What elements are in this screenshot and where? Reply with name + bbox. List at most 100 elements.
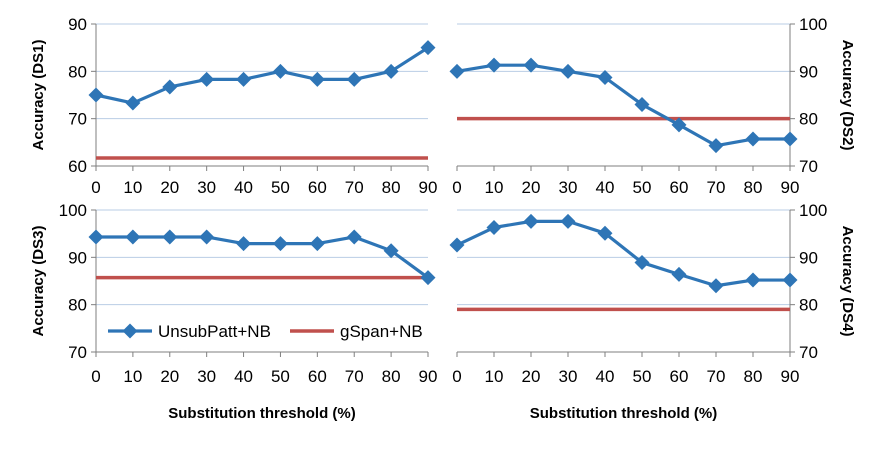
x-axis-title: Substitution threshold (%) — [530, 405, 717, 422]
x-tick-label: 70 — [707, 178, 726, 197]
data-point — [634, 255, 650, 271]
data-point — [199, 229, 215, 245]
x-tick-label: 20 — [522, 178, 541, 197]
data-point — [383, 63, 399, 79]
y-tick-label: 90 — [799, 248, 818, 267]
y-axis-title: Accuracy (DS2) — [839, 40, 856, 151]
data-point — [88, 229, 104, 245]
data-point — [597, 225, 613, 241]
x-tick-label: 50 — [271, 178, 290, 197]
data-point — [236, 236, 252, 252]
data-point — [162, 229, 178, 245]
x-tick-label: 30 — [197, 367, 216, 386]
y-tick-label: 90 — [68, 15, 87, 34]
x-tick-label: 80 — [744, 367, 763, 386]
x-tick-label: 0 — [452, 178, 461, 197]
x-tick-label: 80 — [382, 178, 401, 197]
x-tick-label: 90 — [419, 367, 438, 386]
y-axis-title: Accuracy (DS3) — [30, 226, 47, 337]
panel-top-right: 70 80 90 100 0 10 20 30 40 50 60 70 80 90 Accuracy (DS… — [449, 15, 856, 197]
y-tick-label: 90 — [799, 62, 818, 81]
data-point — [708, 278, 724, 294]
data-point — [383, 243, 399, 259]
x-tick-label: 50 — [633, 178, 652, 197]
data-point — [346, 229, 362, 245]
x-tick-label: 80 — [744, 178, 763, 197]
x-tick-label: 60 — [670, 178, 689, 197]
legend-label: gSpan+NB — [340, 322, 423, 341]
data-point — [671, 266, 687, 282]
x-tick-label: 40 — [596, 367, 615, 386]
x-tick-label: 60 — [308, 178, 327, 197]
x-tick-label: 60 — [308, 367, 327, 386]
x-tick-label: 20 — [522, 367, 541, 386]
legend-marker — [122, 323, 138, 339]
data-point — [597, 69, 613, 85]
x-tick-label: 80 — [382, 367, 401, 386]
series-line-unsubpatt-nb — [456, 63, 790, 148]
series-line-unsubpatt-nb — [96, 235, 429, 279]
series-line-unsubpatt-nb — [456, 219, 790, 288]
x-tick-label: 40 — [234, 367, 253, 386]
x-tick-label: 0 — [91, 367, 100, 386]
y-tick-label: 100 — [799, 15, 827, 34]
data-point — [449, 63, 465, 79]
series-line-unsubpatt-nb — [95, 46, 429, 105]
y-axis-title: Accuracy (DS4) — [839, 226, 856, 337]
data-point — [272, 63, 288, 79]
x-tick-label: 70 — [345, 367, 364, 386]
x-tick-label: 20 — [160, 178, 179, 197]
data-point — [486, 57, 502, 73]
x-tick-label: 10 — [485, 178, 504, 197]
x-tick-label: 70 — [345, 178, 364, 197]
y-tick-label: 80 — [799, 110, 818, 129]
x-tick-label: 10 — [123, 178, 142, 197]
data-point — [420, 270, 436, 286]
x-tick-label: 70 — [707, 367, 726, 386]
x-tick-label: 0 — [452, 367, 461, 386]
x-tick-label: 40 — [234, 178, 253, 197]
x-tick-label: 0 — [91, 178, 100, 197]
x-tick-label: 50 — [633, 367, 652, 386]
y-tick-label: 70 — [799, 343, 818, 362]
data-point — [745, 131, 761, 147]
x-tick-label: 40 — [596, 178, 615, 197]
x-tick-label: 60 — [670, 367, 689, 386]
data-point — [745, 272, 761, 288]
x-tick-label: 30 — [559, 367, 578, 386]
y-tick-label: 70 — [799, 157, 818, 176]
x-axis-title: Substitution threshold (%) — [168, 405, 355, 422]
x-tick-label: 30 — [197, 178, 216, 197]
data-point — [486, 220, 502, 236]
y-tick-label: 80 — [68, 296, 87, 315]
data-point — [782, 272, 798, 288]
y-tick-label: 100 — [799, 201, 827, 220]
data-point — [523, 57, 539, 73]
data-point — [560, 63, 576, 79]
y-tick-label: 60 — [68, 157, 87, 176]
x-tick-label: 90 — [781, 367, 800, 386]
data-point — [236, 71, 252, 87]
data-point — [346, 71, 362, 87]
y-tick-label: 70 — [68, 110, 87, 129]
legend-label: UnsubPatt+NB — [158, 322, 271, 341]
data-point — [449, 237, 465, 253]
legend: UnsubPatt+NB gSpan+NB — [108, 322, 423, 341]
data-point — [634, 96, 650, 112]
x-tick-label: 90 — [781, 178, 800, 197]
y-tick-label: 80 — [799, 296, 818, 315]
panel-bottom-right: 70 80 90 100 0 10 20 30 40 50 60 70 80 90 Accuracy (DS… — [449, 201, 856, 422]
data-point — [125, 95, 141, 111]
data-point — [162, 79, 178, 95]
data-point — [88, 87, 104, 103]
data-point — [671, 117, 687, 133]
data-point — [523, 213, 539, 229]
data-point — [708, 138, 724, 154]
data-point — [782, 131, 798, 147]
data-point — [125, 229, 141, 245]
y-tick-label: 70 — [68, 343, 87, 362]
y-axis-title: Accuracy (DS1) — [30, 40, 47, 151]
x-tick-label: 20 — [160, 367, 179, 386]
x-tick-label: 30 — [559, 178, 578, 197]
